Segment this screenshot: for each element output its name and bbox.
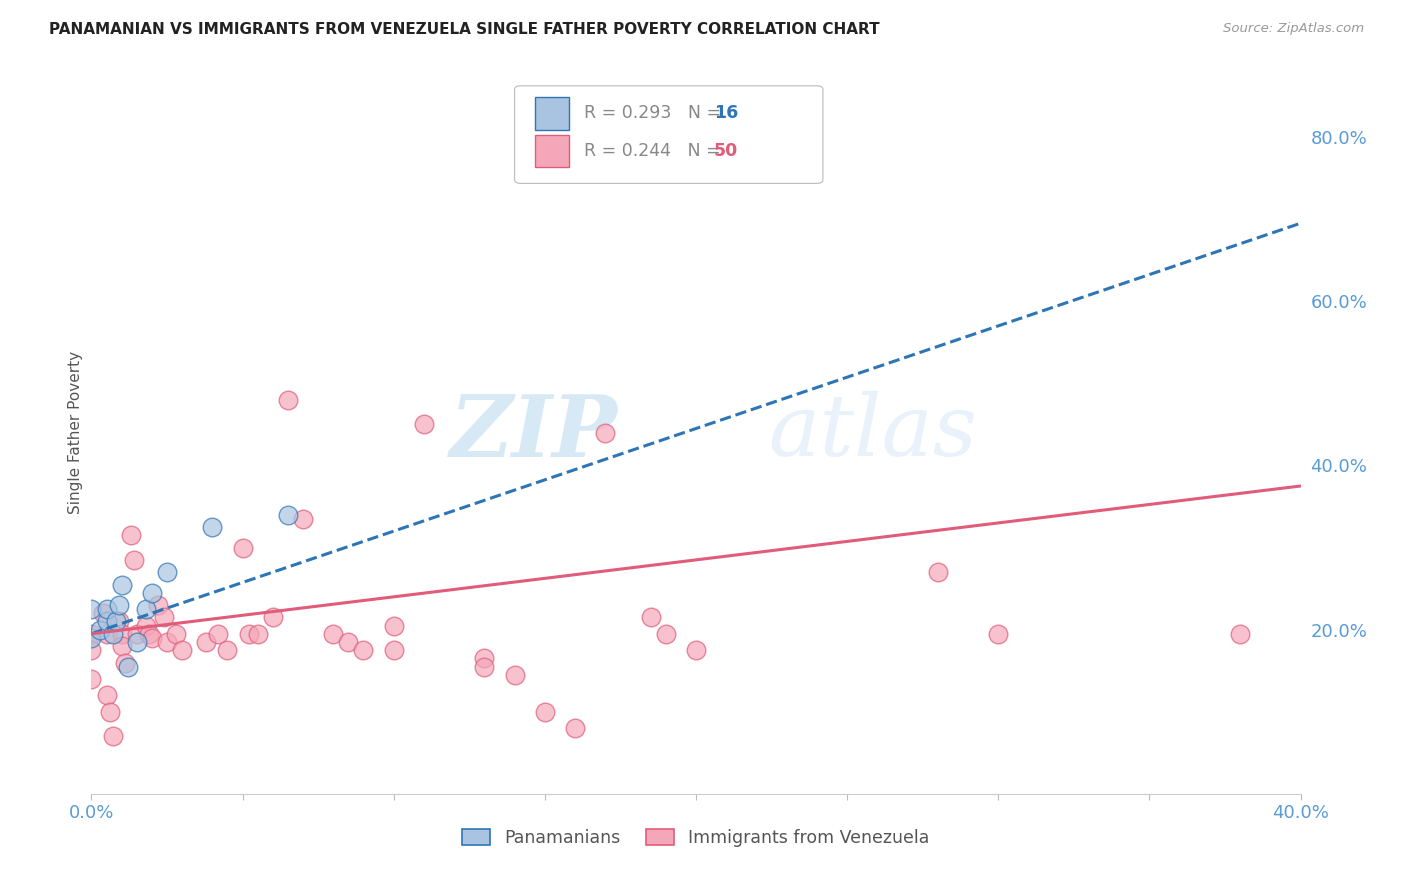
- Point: [533, 705, 555, 719]
- Y-axis label: Single Father Poverty: Single Father Poverty: [67, 351, 83, 514]
- Text: Source: ZipAtlas.com: Source: ZipAtlas.com: [1223, 22, 1364, 36]
- Point: [246, 627, 269, 641]
- Point: [277, 508, 299, 522]
- Point: [96, 602, 118, 616]
- Point: [125, 635, 148, 649]
- Point: [98, 705, 121, 719]
- Point: [111, 577, 132, 591]
- Point: [80, 627, 103, 641]
- Point: [165, 627, 187, 641]
- Text: 16: 16: [714, 104, 738, 122]
- Point: [153, 610, 176, 624]
- Point: [238, 627, 260, 641]
- Point: [564, 721, 586, 735]
- Point: [640, 610, 662, 624]
- Point: [111, 627, 132, 641]
- Point: [382, 618, 405, 632]
- Point: [96, 627, 118, 641]
- Point: [195, 635, 218, 649]
- Point: [107, 598, 129, 612]
- Point: [101, 627, 124, 641]
- Point: [80, 672, 103, 686]
- Point: [201, 520, 224, 534]
- Point: [352, 643, 374, 657]
- Point: [927, 565, 949, 579]
- Point: [122, 553, 145, 567]
- Point: [277, 392, 299, 407]
- Point: [156, 565, 179, 579]
- Point: [125, 627, 148, 641]
- Point: [80, 602, 103, 616]
- Point: [104, 615, 127, 629]
- Point: [987, 627, 1010, 641]
- Text: 50: 50: [714, 142, 738, 160]
- Point: [207, 627, 229, 641]
- Point: [292, 512, 315, 526]
- Point: [685, 643, 707, 657]
- Point: [120, 528, 142, 542]
- Point: [217, 643, 239, 657]
- Point: [111, 639, 132, 653]
- Point: [322, 627, 344, 641]
- Point: [135, 602, 157, 616]
- Point: [89, 623, 111, 637]
- Point: [135, 618, 157, 632]
- Point: [93, 607, 115, 621]
- Text: PANAMANIAN VS IMMIGRANTS FROM VENEZUELA SINGLE FATHER POVERTY CORRELATION CHART: PANAMANIAN VS IMMIGRANTS FROM VENEZUELA …: [49, 22, 880, 37]
- Point: [156, 635, 179, 649]
- Point: [262, 610, 284, 624]
- Point: [472, 659, 495, 673]
- Point: [337, 635, 360, 649]
- Text: R = 0.244   N =: R = 0.244 N =: [583, 142, 725, 160]
- Point: [382, 643, 405, 657]
- Point: [654, 627, 676, 641]
- Point: [114, 656, 136, 670]
- Point: [80, 631, 103, 645]
- Legend: Panamanians, Immigrants from Venezuela: Panamanians, Immigrants from Venezuela: [456, 822, 936, 854]
- Point: [503, 668, 526, 682]
- FancyBboxPatch shape: [536, 135, 569, 167]
- Point: [117, 659, 139, 673]
- Point: [138, 627, 160, 641]
- Point: [96, 615, 118, 629]
- Point: [107, 615, 129, 629]
- Point: [472, 651, 495, 665]
- Point: [146, 598, 169, 612]
- Point: [101, 730, 124, 744]
- Text: R = 0.293   N =: R = 0.293 N =: [583, 104, 725, 122]
- Point: [413, 417, 436, 432]
- Text: atlas: atlas: [769, 392, 977, 474]
- Text: ZIP: ZIP: [450, 391, 617, 475]
- Point: [231, 541, 253, 555]
- Point: [80, 643, 103, 657]
- Point: [595, 425, 617, 440]
- FancyBboxPatch shape: [536, 97, 569, 129]
- Point: [1229, 627, 1251, 641]
- Point: [96, 689, 118, 703]
- FancyBboxPatch shape: [515, 86, 823, 184]
- Point: [141, 631, 163, 645]
- Point: [172, 643, 194, 657]
- Point: [141, 585, 163, 599]
